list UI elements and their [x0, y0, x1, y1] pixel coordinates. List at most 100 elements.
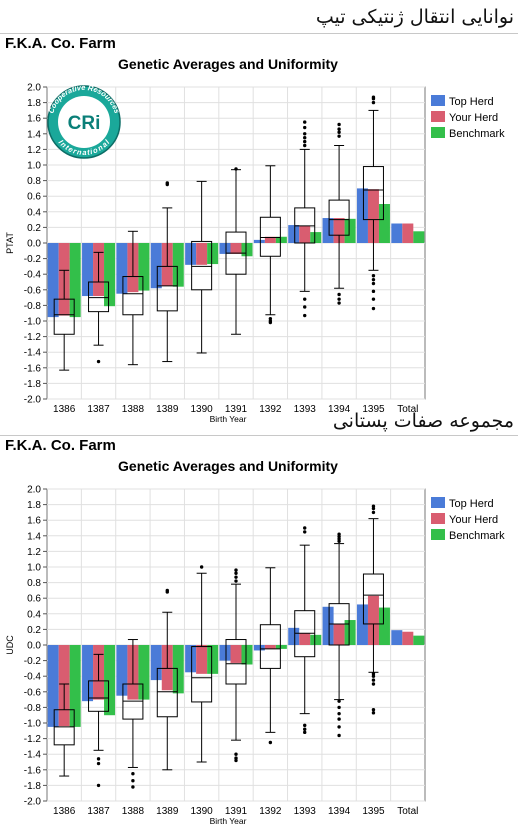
y-tick-label: -1.2: [24, 332, 42, 343]
bar-top-herd: [356, 604, 368, 645]
y-tick-label: 0.6: [27, 192, 41, 203]
y-tick-label: 1.8: [27, 500, 41, 511]
outlier-point: [303, 730, 307, 735]
x-tick-label: 1393: [294, 806, 317, 817]
y-tick-label: -1.0: [24, 719, 42, 730]
x-tick-label: 1387: [87, 806, 110, 817]
bar-top-herd: [82, 243, 94, 297]
bar-your-herd: [333, 623, 345, 645]
outlier-point: [337, 127, 341, 131]
outlier-point: [337, 717, 341, 721]
chart-panel-ptat: F.K.A. Co. Farm Genetic Averages and Uni…: [0, 33, 518, 433]
y-tick-label: -1.8: [24, 379, 42, 390]
bar-top-herd: [253, 645, 265, 651]
outlier-point: [371, 678, 376, 682]
y-tick-label: -1.6: [24, 363, 42, 374]
outlier-point: [371, 682, 376, 686]
bar-top-herd: [116, 243, 128, 294]
bar-top-herd: [185, 243, 197, 265]
x-tick-label: 1389: [156, 404, 179, 415]
outlier-point: [234, 579, 238, 583]
y-tick-label: 0.8: [27, 578, 41, 589]
outlier-point: [337, 534, 341, 539]
bar-top-herd: [391, 223, 403, 243]
outlier-point: [371, 100, 376, 105]
outlier-point: [96, 783, 101, 788]
persian-heading-2: مجموعه صفات پستانی: [332, 410, 514, 432]
outlier-point: [337, 699, 341, 703]
bar-benchmark: [310, 232, 322, 243]
bar-benchmark: [241, 243, 253, 257]
y-tick-label: 2.0: [27, 83, 41, 94]
outlier-point: [96, 761, 101, 766]
outlier-point: [234, 571, 238, 575]
x-tick-label: 1388: [122, 806, 145, 817]
y-tick-label: 0.2: [27, 625, 41, 636]
x-tick-label: 1388: [122, 404, 145, 415]
outlier-point: [371, 281, 376, 286]
chart-title: Genetic Averages and Uniformity: [118, 56, 338, 72]
y-tick-label: -0.4: [24, 270, 42, 281]
x-tick-label: 1386: [53, 404, 76, 415]
y-tick-label: 0.4: [27, 609, 41, 620]
outlier-point: [303, 313, 307, 318]
outlier-point: [371, 289, 376, 294]
bar-benchmark: [104, 645, 116, 716]
legend-label: Benchmark: [449, 128, 505, 140]
chart-panel-udc: F.K.A. Co. Farm Genetic Averages and Uni…: [0, 435, 518, 835]
y-axis-label: UDC: [5, 635, 15, 655]
outlier-point: [303, 120, 307, 124]
outlier-point: [303, 727, 307, 731]
chart-title: Genetic Averages and Uniformity: [118, 458, 338, 474]
outlier-point: [337, 537, 341, 541]
bar-benchmark: [172, 645, 184, 694]
bar-your-herd: [367, 595, 379, 645]
farm-title: F.K.A. Co. Farm: [5, 437, 116, 454]
outlier-point: [303, 143, 307, 148]
outlier-point: [371, 297, 376, 301]
outlier-point: [303, 136, 307, 140]
farm-title: F.K.A. Co. Farm: [5, 35, 116, 52]
box-iqr: [191, 646, 213, 703]
box-iqr: [88, 680, 110, 712]
outlier-point: [234, 568, 238, 572]
x-tick-label: 1393: [294, 404, 317, 415]
box-iqr: [53, 298, 75, 335]
bar-benchmark: [138, 243, 150, 291]
x-axis-label: Birth Year: [210, 414, 247, 424]
outlier-point: [337, 539, 341, 543]
x-tick-label: Total: [397, 806, 418, 817]
y-tick-label: -1.8: [24, 781, 42, 792]
y-tick-label: -1.4: [24, 348, 42, 359]
y-tick-label: -1.0: [24, 317, 42, 328]
y-tick-label: -2.0: [24, 395, 42, 406]
legend-swatch: [431, 513, 445, 524]
bar-top-herd: [219, 645, 231, 661]
x-tick-label: 1391: [225, 806, 248, 817]
outlier-point: [303, 530, 307, 534]
x-tick-label: 1386: [53, 806, 76, 817]
y-tick-label: 0.0: [27, 239, 41, 250]
bar-your-herd: [230, 645, 242, 663]
panel-separator: [0, 33, 518, 34]
bar-top-herd: [116, 645, 128, 696]
x-axis-label: Birth Year: [210, 816, 247, 826]
panel-separator: [0, 435, 518, 436]
bar-benchmark: [172, 243, 184, 287]
y-tick-label: -1.2: [24, 734, 42, 745]
outlier-point: [165, 588, 169, 593]
bar-top-herd: [356, 188, 368, 243]
y-tick-label: -0.6: [24, 285, 42, 296]
outlier-point: [131, 779, 135, 783]
y-tick-label: -0.4: [24, 672, 42, 683]
bar-benchmark: [207, 645, 219, 674]
y-tick-label: 0.4: [27, 207, 41, 218]
box-iqr: [191, 240, 213, 291]
bar-your-herd: [299, 225, 311, 243]
x-tick-label: 1392: [259, 806, 282, 817]
outlier-point: [268, 740, 273, 745]
legend-swatch: [431, 127, 445, 138]
outlier-point: [371, 674, 376, 678]
logo-inner: [58, 96, 110, 148]
